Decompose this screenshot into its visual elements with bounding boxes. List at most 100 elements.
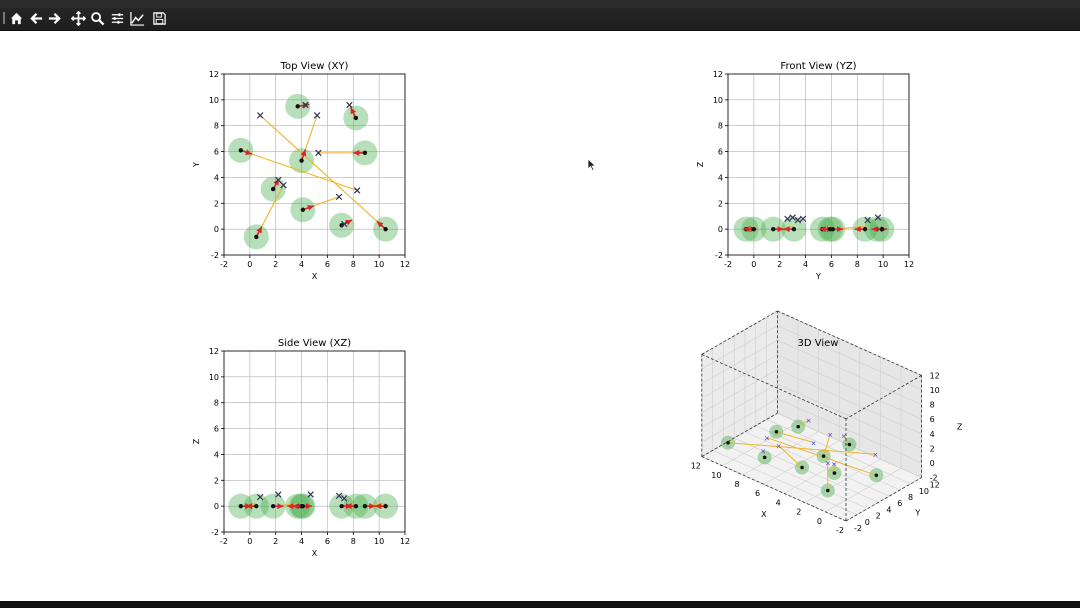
target-link-line — [797, 419, 809, 428]
plot-title-3d: 3D View — [798, 338, 839, 349]
agent-point — [830, 226, 835, 232]
target-marker — [346, 101, 353, 109]
target-x-stroke — [346, 101, 353, 109]
velocity-arrow-head — [837, 226, 844, 233]
save-button[interactable] — [151, 10, 168, 27]
y-tick-label: 12 — [209, 347, 219, 356]
front-view-plot: -2 0 2 4 6 8 10 12 -2 0 2 4 6 8 10 12 Front View (YZ) Y Z — [696, 61, 914, 281]
matplotlib-toolbar — [0, 0, 1080, 31]
target-marker — [784, 215, 791, 223]
box-edge-3d — [701, 354, 847, 420]
target-marker — [335, 492, 343, 500]
axes-button[interactable] — [129, 10, 146, 27]
x-axis-label: Y — [815, 272, 821, 281]
x-tick-label: -2 — [724, 260, 732, 269]
agent-point — [362, 150, 368, 156]
target-marker-3d: × — [776, 443, 782, 451]
3d-view-plot[interactable]: ××××××××××-2024681012-2024681012-2024681… — [691, 310, 963, 535]
zoom-button[interactable] — [89, 10, 106, 27]
y-tick-label: 10 — [209, 373, 219, 382]
target-x-stroke — [256, 493, 264, 501]
magnifier-icon — [91, 12, 105, 26]
z-tick-label-3d: 4 — [930, 430, 935, 439]
arrow-left-icon — [30, 13, 43, 24]
x-tick-label: 8 — [855, 260, 860, 269]
box-edge-3d — [701, 310, 778, 355]
velocity-arrow-head — [369, 503, 376, 510]
box-edge-3d — [845, 375, 922, 420]
floppy-icon — [153, 12, 166, 25]
pan-button[interactable] — [70, 10, 87, 27]
z-tick-label-3d: 12 — [930, 371, 940, 380]
z-tick-label-3d: -2 — [930, 474, 938, 483]
box-edge-3d — [845, 477, 922, 522]
z-tick-label-3d: 2 — [930, 444, 935, 453]
plot-title: Side View (XZ) — [278, 338, 351, 349]
target-marker-3d: × — [841, 433, 847, 441]
plot-title: Front View (YZ) — [780, 61, 856, 72]
velocity-arrow-head — [353, 149, 360, 156]
agent-point — [299, 158, 304, 163]
x-tick-label: 6 — [829, 260, 834, 269]
top-view-plot: -2 0 2 4 6 8 10 12 -2 0 2 4 6 8 10 12 Top View (XY) X Y — [192, 61, 410, 281]
x-tick-label: 0 — [247, 260, 252, 269]
target-marker — [341, 495, 348, 502]
axes-frame — [223, 73, 406, 256]
target-x-stroke — [341, 495, 348, 502]
target-marker — [341, 220, 348, 228]
z-tick-label-3d: 6 — [930, 415, 935, 424]
target-x-stroke — [302, 101, 309, 109]
target-marker — [256, 493, 264, 501]
x-tick-label: 12 — [400, 260, 410, 269]
velocity-arrow-head — [854, 226, 861, 233]
agent-point — [300, 207, 306, 212]
home-button[interactable] — [8, 10, 25, 27]
y-tick-label: 12 — [209, 70, 219, 79]
home-icon — [10, 12, 23, 25]
target-marker-3d: × — [873, 451, 879, 459]
agent-point — [862, 226, 868, 232]
y-axis-label-3d: Y — [914, 508, 920, 517]
forward-button[interactable] — [46, 10, 63, 27]
x-tick-label: 0 — [751, 260, 756, 269]
floor-pane — [701, 413, 922, 521]
x-axis-label-3d: X — [761, 510, 767, 519]
target-marker-3d: × — [827, 431, 833, 439]
x-tick-label: 10 — [878, 260, 888, 269]
velocity-arrow-head — [287, 503, 294, 510]
box-edge-3d — [777, 310, 922, 376]
z-tick-label-3d: 0 — [930, 459, 935, 468]
y-tick-label: 8 — [214, 399, 219, 408]
target-link-line — [259, 114, 386, 230]
x-tick-label: -2 — [220, 260, 228, 269]
y-tick-label-3d: 6 — [897, 499, 902, 508]
agent-point — [362, 503, 368, 509]
y-tick-label: 6 — [214, 148, 219, 157]
back-button[interactable] — [28, 10, 45, 27]
target-x-stroke — [789, 214, 796, 221]
target-marker — [280, 181, 287, 189]
target-marker-3d: × — [806, 417, 812, 425]
x-tick-label-3d: 2 — [796, 508, 801, 517]
z-axis-label-3d: Z — [957, 423, 963, 432]
agent-point — [339, 223, 344, 228]
agent-point — [270, 503, 276, 509]
side-view-plot: -2 0 2 4 6 8 10 12 -2 0 2 4 6 8 10 12 Side View (XZ) X Z — [192, 338, 410, 558]
target-x-stroke — [256, 112, 264, 119]
x-tick-label-3d: 8 — [734, 480, 739, 489]
subplots-button[interactable] — [109, 10, 126, 27]
x-axis-label: X — [312, 272, 318, 281]
x-tick-label-3d: 0 — [817, 517, 822, 526]
y-tick-label: 0 — [214, 225, 219, 234]
target-link-line — [823, 433, 831, 457]
agent-point — [254, 503, 259, 509]
target-marker — [256, 112, 264, 119]
agent-point — [238, 503, 244, 509]
target-link-line — [776, 431, 814, 443]
agent-point — [353, 503, 359, 509]
agent-point — [821, 454, 826, 458]
velocity-arrow-head — [375, 503, 382, 510]
x-tick-label-3d: -2 — [836, 526, 844, 535]
x-tick-label: 10 — [374, 537, 384, 546]
